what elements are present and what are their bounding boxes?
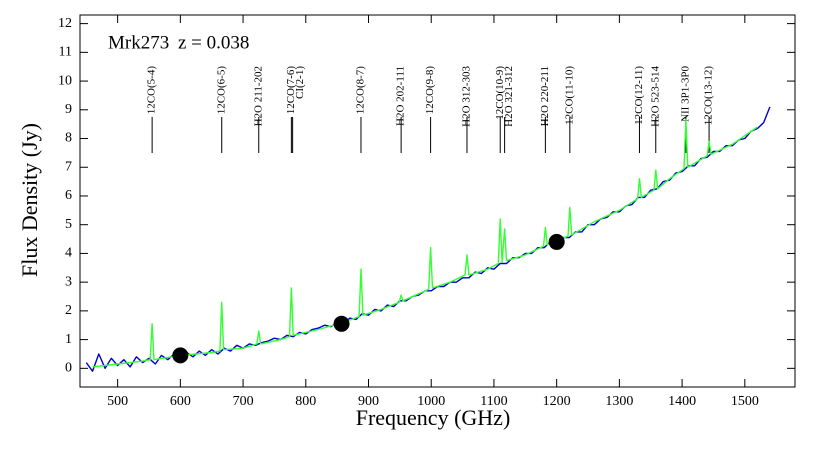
x-tick-label: 700 — [233, 394, 254, 409]
line-label: 12CO(11-10) — [563, 66, 575, 125]
x-tick-label: 1000 — [417, 394, 445, 409]
line-label: 12CO(5-4) — [146, 66, 158, 115]
line-label: H2O 202-111 — [395, 66, 407, 126]
line-label: 12CO(13-12) — [703, 66, 715, 126]
photometry-point — [172, 347, 189, 364]
y-tick-label: 4 — [65, 246, 72, 261]
line-label: CI(2-1) — [294, 66, 306, 99]
y-tick-label: 5 — [65, 217, 72, 232]
y-tick-label: 2 — [65, 303, 72, 318]
y-tick-label: 1 — [65, 332, 72, 347]
photometry-point — [548, 233, 565, 250]
line-label: 12CO(10-9) — [494, 66, 506, 120]
line-label: 12CO(8-7) — [355, 66, 367, 115]
line-label: H2O 220-211 — [539, 66, 551, 126]
chart-title: Mrk273 — [108, 32, 169, 53]
y-tick-label: 6 — [65, 188, 72, 203]
x-axis-label: Frequency (GHz) — [356, 405, 511, 430]
x-tick-label: 1400 — [668, 394, 696, 409]
x-tick-label: 900 — [358, 394, 379, 409]
y-tick-label: 12 — [58, 16, 72, 31]
x-tick-label: 500 — [107, 394, 128, 409]
line-label: NII 3P1-3P0 — [679, 66, 691, 122]
line-label: H2O 211-202 — [252, 66, 264, 126]
y-tick-label: 11 — [59, 45, 72, 60]
x-tick-label: 1300 — [605, 394, 633, 409]
spectrum-line — [85, 106, 771, 372]
spectrum-line — [92, 119, 758, 368]
line-label: H2O 321-312 — [503, 66, 515, 127]
chart-subtitle: z = 0.038 — [178, 32, 249, 53]
line-label: 12CO(9-8) — [424, 66, 436, 115]
line-label: 12CO(7-6) — [285, 66, 297, 115]
y-tick-label: 0 — [65, 361, 72, 376]
y-tick-label: 10 — [58, 73, 72, 88]
y-axis-label: Flux Density (Jy) — [17, 123, 42, 277]
plot-frame — [79, 14, 796, 388]
line-label: H2O 523-514 — [649, 66, 661, 127]
y-tick-label: 8 — [65, 131, 72, 146]
line-label: 12CO(6-5) — [215, 66, 227, 115]
x-tick-label: 600 — [170, 394, 191, 409]
line-label: H2O 312-303 — [461, 66, 473, 127]
y-tick-label: 9 — [65, 102, 72, 117]
y-tick-label: 3 — [65, 274, 72, 289]
line-label: 12CO(12-11) — [633, 66, 645, 125]
x-tick-label: 1500 — [731, 394, 759, 409]
photometry-point — [333, 315, 350, 332]
x-tick-label: 800 — [295, 394, 316, 409]
x-tick-label: 1200 — [543, 394, 571, 409]
x-tick-label: 1100 — [480, 394, 507, 409]
y-tick-label: 7 — [65, 159, 72, 174]
